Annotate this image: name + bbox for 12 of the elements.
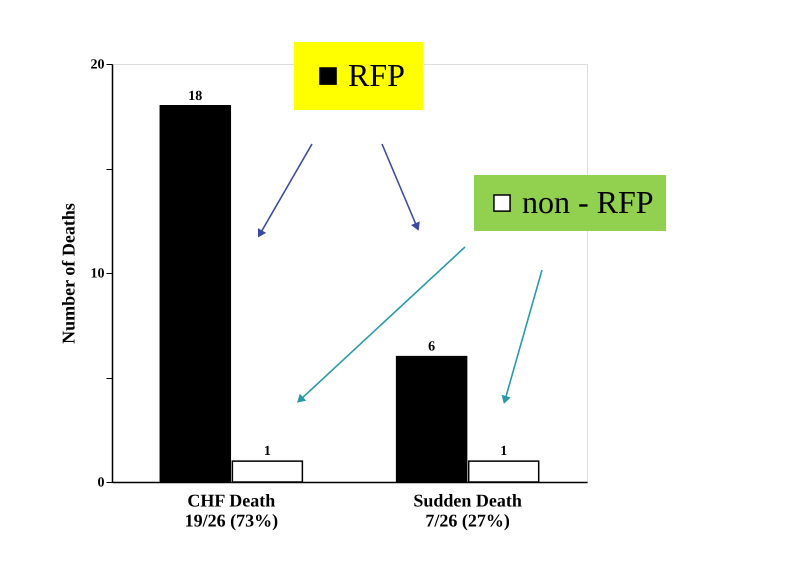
legend-label: non - RFP bbox=[522, 184, 654, 220]
data-label: 6 bbox=[428, 340, 436, 355]
y-tick-label: 10 bbox=[90, 266, 104, 282]
y-tick-label: 20 bbox=[90, 58, 104, 72]
data-label: 1 bbox=[264, 444, 271, 460]
y-axis-title: Number of Deaths bbox=[58, 203, 78, 344]
data-label: 18 bbox=[188, 88, 202, 104]
y-tick-label: 0 bbox=[98, 476, 104, 490]
x-tick-label: Sudden Death 7/26 (27%) bbox=[413, 490, 522, 530]
legend-label: RFP bbox=[348, 57, 405, 93]
data-label: 1 bbox=[500, 444, 508, 460]
x-tick-label: CHF Death 19/26 (73%) bbox=[184, 490, 278, 530]
